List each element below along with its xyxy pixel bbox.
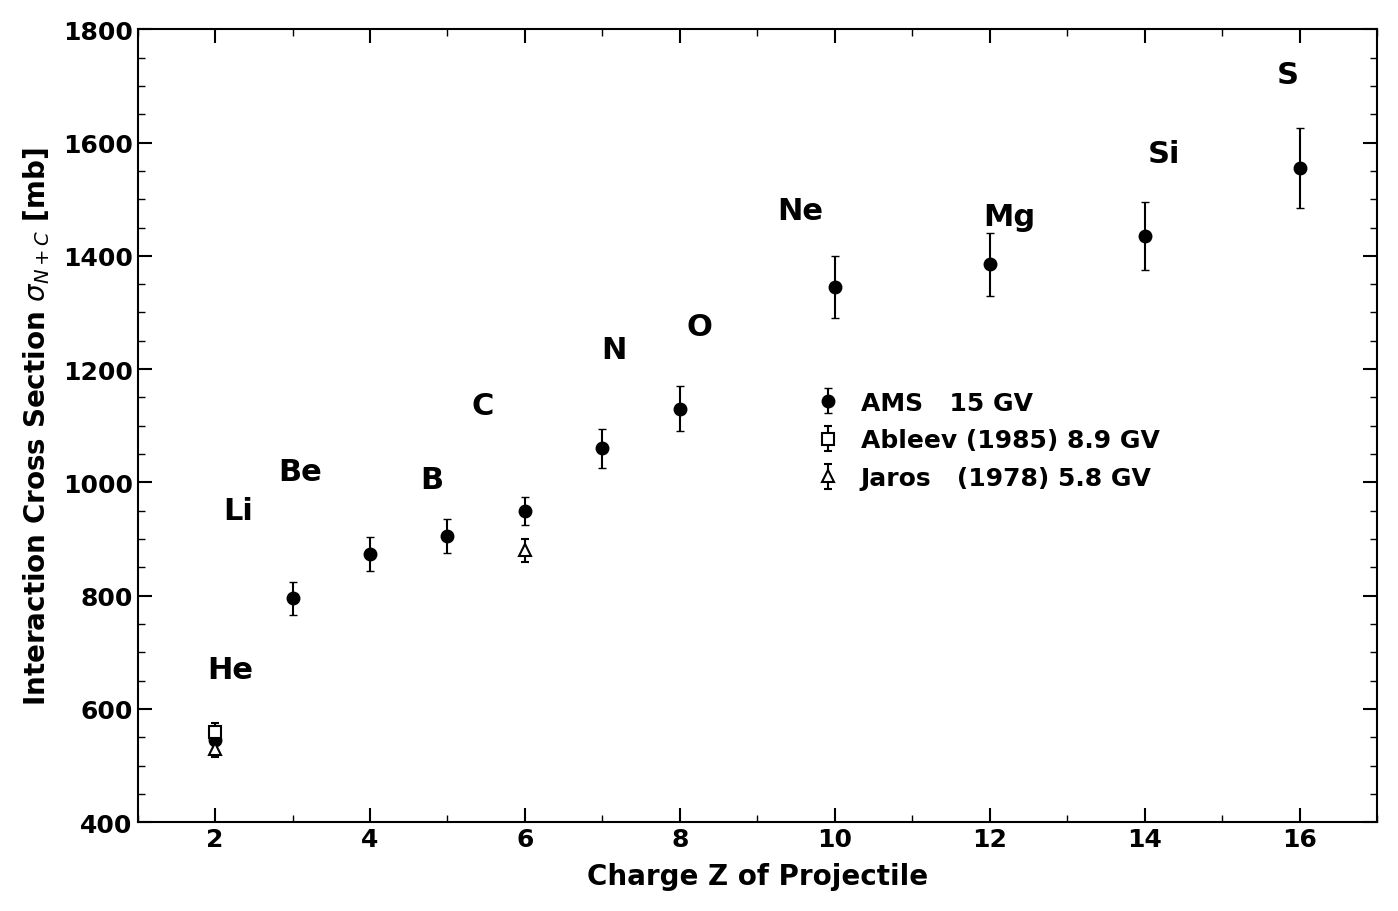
- Text: Be: Be: [278, 457, 322, 486]
- Text: N: N: [601, 335, 626, 364]
- Text: He: He: [207, 655, 253, 684]
- Legend: AMS   15 GV, Ableev (1985) 8.9 GV, Jaros   (1978) 5.8 GV: AMS 15 GV, Ableev (1985) 8.9 GV, Jaros (…: [814, 391, 1160, 491]
- Text: S: S: [1278, 61, 1299, 90]
- Text: Ne: Ne: [777, 197, 823, 226]
- Text: Li: Li: [224, 496, 253, 526]
- Text: Si: Si: [1148, 140, 1180, 169]
- Text: B: B: [421, 466, 443, 495]
- Text: Mg: Mg: [983, 202, 1036, 231]
- Text: O: O: [686, 312, 712, 342]
- Text: C: C: [471, 392, 493, 421]
- X-axis label: Charge Z of Projectile: Charge Z of Projectile: [587, 862, 928, 890]
- Y-axis label: Interaction Cross Section $\sigma_{N+C}$ [mb]: Interaction Cross Section $\sigma_{N+C}$…: [21, 148, 52, 705]
